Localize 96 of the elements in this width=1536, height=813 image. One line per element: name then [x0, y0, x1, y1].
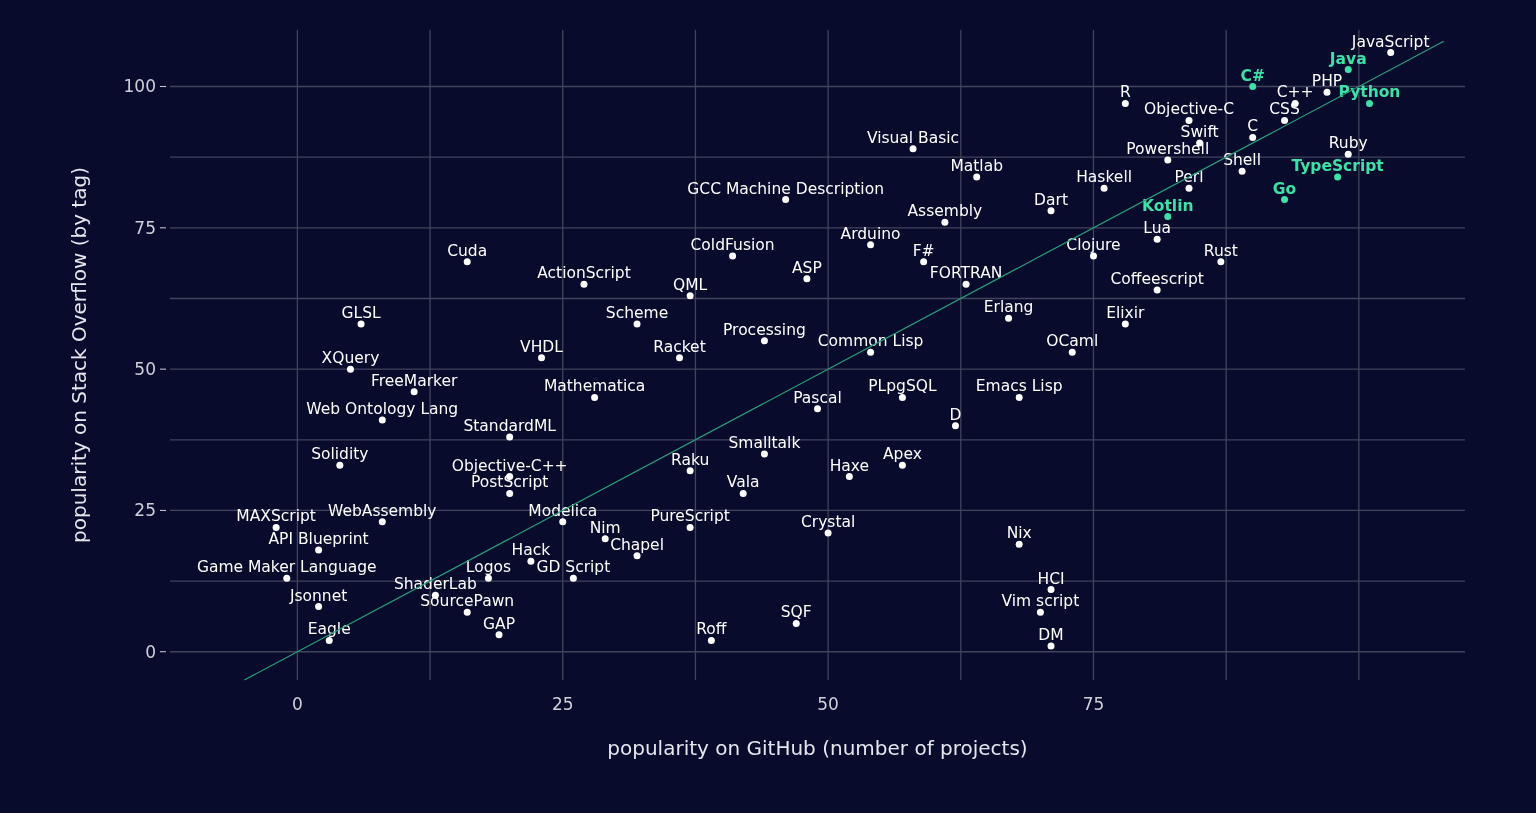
data-label: Haskell — [1076, 168, 1132, 187]
data-label: Vala — [726, 473, 760, 492]
data-label: Crystal — [800, 513, 856, 532]
data-label: ColdFusion — [690, 236, 775, 255]
data-label: Logos — [465, 558, 512, 577]
data-label: OCaml — [1046, 332, 1099, 351]
data-label: Vim script — [1001, 592, 1080, 611]
data-label: Hack — [511, 541, 551, 560]
data-label: Kotlin — [1142, 196, 1194, 215]
data-label: Racket — [653, 337, 706, 356]
data-label: SQF — [780, 603, 812, 622]
data-label: Java — [1328, 49, 1367, 68]
data-label: DM — [1038, 626, 1064, 645]
data-label: Perl — [1174, 168, 1204, 187]
data-label: Solidity — [311, 445, 369, 464]
data-label: Swift — [1180, 123, 1219, 142]
data-label: Emacs Lisp — [975, 377, 1063, 396]
data-label: WebAssembly — [328, 501, 437, 520]
data-label: FreeMarker — [370, 371, 458, 390]
data-label: PostScript — [470, 473, 549, 492]
data-label: C# — [1240, 66, 1265, 85]
data-label: Mathematica — [543, 377, 646, 396]
data-label: GCC Machine Description — [687, 179, 884, 198]
data-label: D — [949, 405, 962, 424]
data-label: Jsonnet — [288, 586, 348, 605]
data-label: MAXScript — [236, 507, 316, 526]
data-label: Arduino — [840, 224, 901, 243]
data-label: ASP — [791, 258, 822, 277]
data-label: SourcePawn — [420, 592, 515, 611]
data-label: Clojure — [1066, 236, 1121, 255]
data-label: Cuda — [447, 241, 488, 260]
data-label: Lua — [1143, 219, 1172, 238]
data-label: ShaderLab — [393, 575, 477, 594]
data-label: VHDL — [520, 337, 564, 356]
data-label: Game Maker Language — [196, 558, 377, 577]
data-label: Common Lisp — [817, 332, 924, 351]
data-label: Eagle — [307, 620, 351, 639]
data-label: Powershell — [1126, 140, 1210, 158]
x-tick-label: 75 — [1082, 694, 1105, 714]
data-label: Ruby — [1328, 134, 1368, 153]
data-label: Processing — [723, 320, 806, 339]
y-tick-label: 75 — [134, 217, 156, 238]
data-label: Scheme — [605, 303, 669, 322]
data-label: Objective-C — [1144, 100, 1234, 119]
data-label: Haxe — [829, 456, 870, 475]
data-label: JavaScript — [1350, 32, 1430, 51]
data-label: Elixir — [1106, 303, 1146, 322]
y-axis-title: popularity on Stack Overflow (by tag) — [67, 167, 91, 543]
data-label: HCI — [1037, 569, 1065, 588]
data-label: F# — [912, 241, 935, 260]
point — [1249, 83, 1257, 91]
data-label: Coffeescript — [1110, 270, 1204, 288]
data-label: C — [1247, 117, 1259, 136]
data-label: Web Ontology Lang — [306, 400, 459, 418]
point — [1281, 196, 1289, 204]
data-label: Raku — [670, 450, 710, 469]
x-tick-label: 25 — [551, 694, 574, 714]
data-label: Nix — [1006, 524, 1032, 543]
data-label: GD Script — [536, 558, 611, 577]
data-label: Go — [1272, 179, 1297, 198]
data-label: Shell — [1223, 151, 1261, 170]
y-tick-label: 0 — [145, 641, 156, 662]
data-label: Nim — [589, 518, 621, 537]
point — [1164, 213, 1172, 221]
data-label: Assembly — [907, 202, 983, 221]
data-label: Dart — [1034, 190, 1068, 209]
data-label: XQuery — [321, 349, 380, 368]
data-label: Rust — [1203, 241, 1238, 260]
data-label: GAP — [483, 614, 516, 633]
data-label: ActionScript — [537, 264, 631, 283]
data-label: Matlab — [950, 156, 1004, 175]
data-label: Smalltalk — [728, 433, 801, 452]
data-label: Chapel — [610, 535, 664, 554]
x-tick-label: 0 — [291, 694, 303, 714]
y-tick-label: 50 — [134, 359, 156, 380]
x-tick-label: 50 — [817, 694, 839, 714]
data-label: Visual Basic — [866, 128, 960, 147]
data-label: C++ — [1276, 83, 1314, 102]
data-label: Roff — [696, 620, 727, 639]
data-label: GLSL — [341, 303, 381, 322]
y-tick-label: 100 — [123, 76, 156, 97]
data-label: Modelica — [528, 501, 598, 520]
data-label: Apex — [882, 445, 922, 464]
data-label: QML — [673, 275, 708, 294]
data-label: PureScript — [650, 507, 730, 526]
data-label: Objective-C++ — [451, 456, 568, 475]
data-label: Erlang — [983, 298, 1034, 317]
data-label: R — [1119, 83, 1131, 102]
data-label: PLpgSQL — [868, 377, 937, 396]
x-axis-title: popularity on GitHub (number of projects) — [607, 736, 1028, 760]
data-label: StandardML — [463, 416, 557, 435]
data-label: Pascal — [793, 388, 842, 407]
data-label: TypeScript — [1291, 156, 1385, 175]
y-tick-label: 25 — [134, 500, 156, 521]
data-label: API Blueprint — [268, 530, 369, 548]
data-label: FORTRAN — [929, 264, 1003, 283]
